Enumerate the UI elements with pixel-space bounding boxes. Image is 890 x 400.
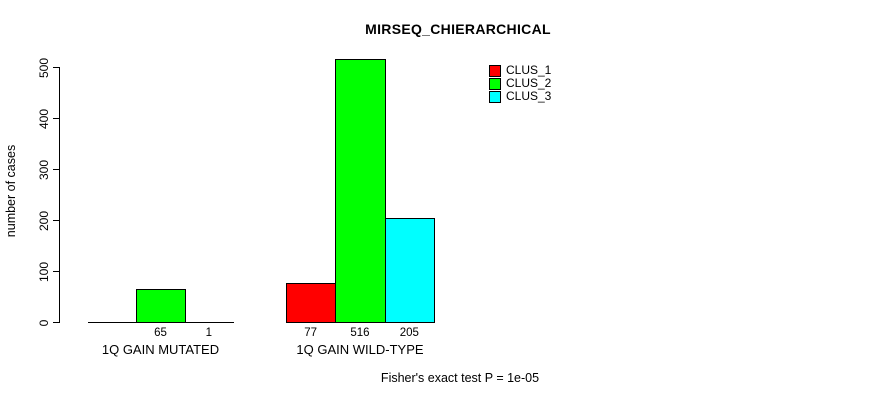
legend-swatch-clus_1 — [489, 64, 501, 77]
y-tick-mark — [53, 118, 60, 119]
y-axis-line — [59, 67, 60, 323]
legend-row: CLUS_3 — [489, 90, 551, 103]
legend-swatch-clus_3 — [489, 90, 501, 103]
y-tick-label: 300 — [37, 159, 51, 180]
bar-clus_1 — [286, 283, 337, 323]
legend-label: CLUS_2 — [506, 76, 552, 90]
y-tick-label: 0 — [37, 319, 51, 326]
bar-clus_3-zero — [184, 321, 234, 323]
y-tick-mark — [53, 322, 60, 323]
legend-label: CLUS_3 — [506, 89, 552, 103]
chart-title: MIRSEQ_CHIERARCHICAL — [365, 21, 551, 37]
legend-row: CLUS_1 — [489, 64, 551, 77]
y-tick-mark — [53, 271, 60, 272]
y-tick-label: 500 — [37, 57, 51, 78]
bar-value-label: 516 — [350, 327, 370, 339]
category-label: 1Q GAIN WILD-TYPE — [296, 342, 424, 357]
bar-clus_1-zero — [88, 321, 138, 323]
legend-swatch-clus_2 — [489, 77, 501, 90]
bar-value-label: 205 — [399, 327, 419, 339]
y-axis-label: number of cases — [4, 144, 18, 238]
y-tick-mark — [53, 220, 60, 221]
y-tick-label: 200 — [37, 210, 51, 231]
y-tick-label: 100 — [37, 261, 51, 282]
bar-value-label: 1 — [205, 327, 213, 339]
annotation-text: Fisher's exact test P = 1e-05 — [380, 371, 540, 385]
bar-clus_2 — [335, 59, 386, 323]
legend-label: CLUS_1 — [506, 63, 552, 77]
y-tick-mark — [53, 169, 60, 170]
bar-value-label: 77 — [304, 327, 318, 339]
legend-row: CLUS_2 — [489, 77, 551, 90]
y-tick-mark — [53, 67, 60, 68]
bar-clus_2 — [136, 289, 186, 323]
bar-clus_3 — [384, 217, 435, 323]
legend: CLUS_1 CLUS_2 CLUS_3 — [489, 64, 551, 103]
bar-value-label: 65 — [154, 327, 167, 339]
y-tick-label: 400 — [37, 108, 51, 129]
category-label: 1Q GAIN MUTATED — [101, 342, 220, 357]
